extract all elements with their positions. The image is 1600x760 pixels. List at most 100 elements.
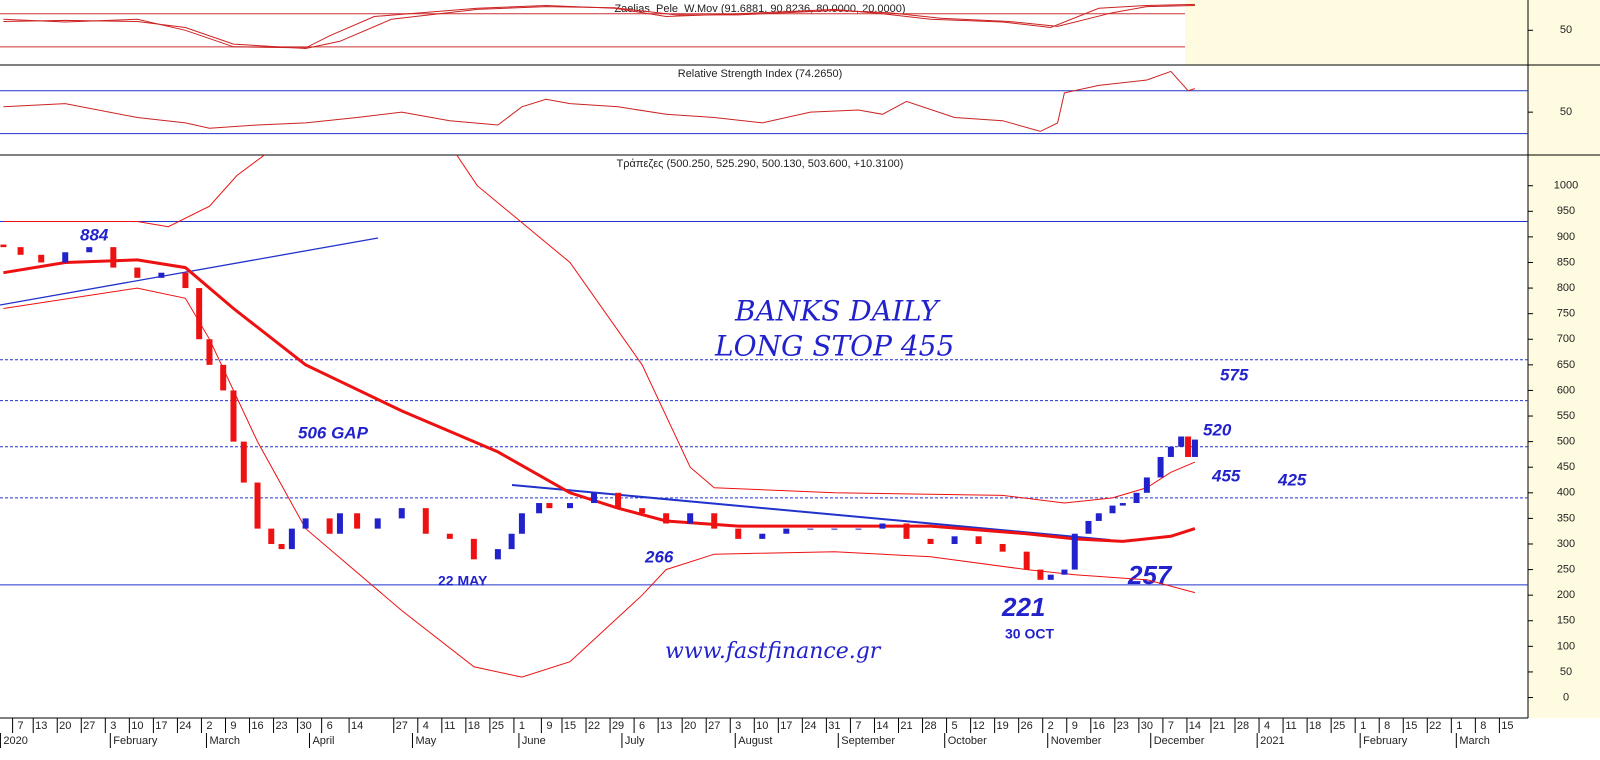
y-tick-label: 700	[1557, 333, 1575, 345]
candle	[951, 536, 958, 544]
candle	[536, 503, 543, 514]
candle	[398, 508, 405, 519]
candle	[158, 272, 165, 278]
candle	[975, 536, 982, 544]
y-tick-label: 350	[1557, 512, 1575, 524]
x-tick-label: 14	[351, 720, 363, 732]
x-tick-label: 3	[735, 720, 741, 732]
x-tick-label: 13	[660, 720, 672, 732]
x-tick-label: 9	[230, 720, 236, 732]
candle	[326, 518, 333, 534]
x-tick-label: 21	[1213, 720, 1225, 732]
candle	[134, 267, 141, 278]
line-series	[3, 70, 1196, 132]
candle	[566, 503, 573, 509]
candle	[336, 513, 343, 534]
x-tick-label: 21	[900, 720, 912, 732]
candle	[1157, 456, 1164, 478]
candle	[783, 528, 790, 534]
candle	[1047, 574, 1054, 580]
annotation: 455	[1211, 466, 1241, 485]
candle	[1061, 569, 1068, 575]
candle	[1178, 436, 1185, 447]
y-tick-label: 150	[1557, 615, 1575, 627]
candle	[546, 503, 553, 509]
month-label: April	[312, 735, 334, 747]
candle	[615, 492, 622, 509]
month-label: May	[415, 735, 436, 747]
x-tick-label: 23	[1117, 720, 1129, 732]
candle	[240, 441, 247, 483]
candle	[903, 523, 910, 539]
candle	[591, 492, 598, 504]
x-tick-label: 7	[18, 720, 24, 732]
y-tick-label: 50	[1560, 106, 1572, 118]
x-tick-label: 19	[997, 720, 1009, 732]
plot-area	[0, 3, 1195, 50]
month-label: June	[522, 735, 546, 747]
candle	[1185, 436, 1192, 457]
y-tick-label: 50	[1560, 24, 1572, 36]
candle	[1167, 446, 1174, 457]
x-tick-label: 14	[876, 720, 888, 732]
panel-title: Relative Strength Index (74.2650)	[678, 68, 843, 80]
x-tick-label: 15	[564, 720, 576, 732]
candle	[278, 543, 285, 550]
x-tick-label: 28	[1237, 720, 1249, 732]
y-tick-label: 800	[1557, 282, 1575, 294]
x-tick-label: 22	[1429, 720, 1441, 732]
plot-area	[0, 155, 1528, 678]
candle	[254, 482, 261, 529]
x-tick-label: 9	[546, 720, 552, 732]
candle	[0, 244, 7, 248]
annotation: 425	[1277, 470, 1307, 489]
y-tick-label: 450	[1557, 461, 1575, 473]
candle	[855, 528, 862, 530]
candle	[879, 523, 886, 529]
candle	[831, 528, 838, 530]
x-tick-label: 26	[1021, 720, 1033, 732]
y-tick-label: 0	[1563, 691, 1569, 703]
candle	[446, 533, 453, 539]
candle	[1085, 520, 1092, 534]
x-tick-label: 16	[251, 720, 263, 732]
x-tick-label: 17	[155, 720, 167, 732]
candle	[999, 543, 1006, 552]
annotation: LONG STOP 455	[714, 330, 954, 363]
candle	[38, 254, 45, 263]
candle	[268, 528, 275, 544]
candle	[62, 252, 69, 263]
x-tick-label: 20	[684, 720, 696, 732]
candle	[288, 528, 295, 550]
candle	[663, 513, 670, 524]
x-tick-label: 17	[780, 720, 792, 732]
candle	[1143, 477, 1150, 493]
y-tick-label: 400	[1557, 487, 1575, 499]
line-series	[3, 5, 1195, 50]
x-tick-label: 30	[1141, 720, 1153, 732]
panel-background	[1185, 0, 1600, 65]
candle	[508, 533, 515, 550]
month-label: 2021	[1260, 735, 1284, 747]
x-tick-label: 10	[131, 720, 143, 732]
x-tick-label: 25	[1333, 720, 1345, 732]
candle	[196, 288, 203, 340]
x-tick-label: 30	[299, 720, 311, 732]
y-tick-label: 250	[1557, 563, 1575, 575]
annotation: 520	[1203, 420, 1232, 439]
x-tick-label: 4	[423, 720, 429, 732]
month-label: March	[1459, 735, 1490, 747]
x-tick-label: 27	[708, 720, 720, 732]
month-label: August	[738, 735, 772, 747]
candle	[17, 247, 24, 255]
month-label: December	[1154, 735, 1205, 747]
x-tick-label: 25	[492, 720, 504, 732]
y-tick-label: 850	[1557, 256, 1575, 268]
candle	[1071, 533, 1078, 570]
candle	[182, 272, 189, 289]
candle	[759, 533, 766, 539]
candle	[494, 549, 501, 560]
x-tick-label: 1	[1456, 720, 1462, 732]
x-tick-label: 2	[206, 720, 212, 732]
